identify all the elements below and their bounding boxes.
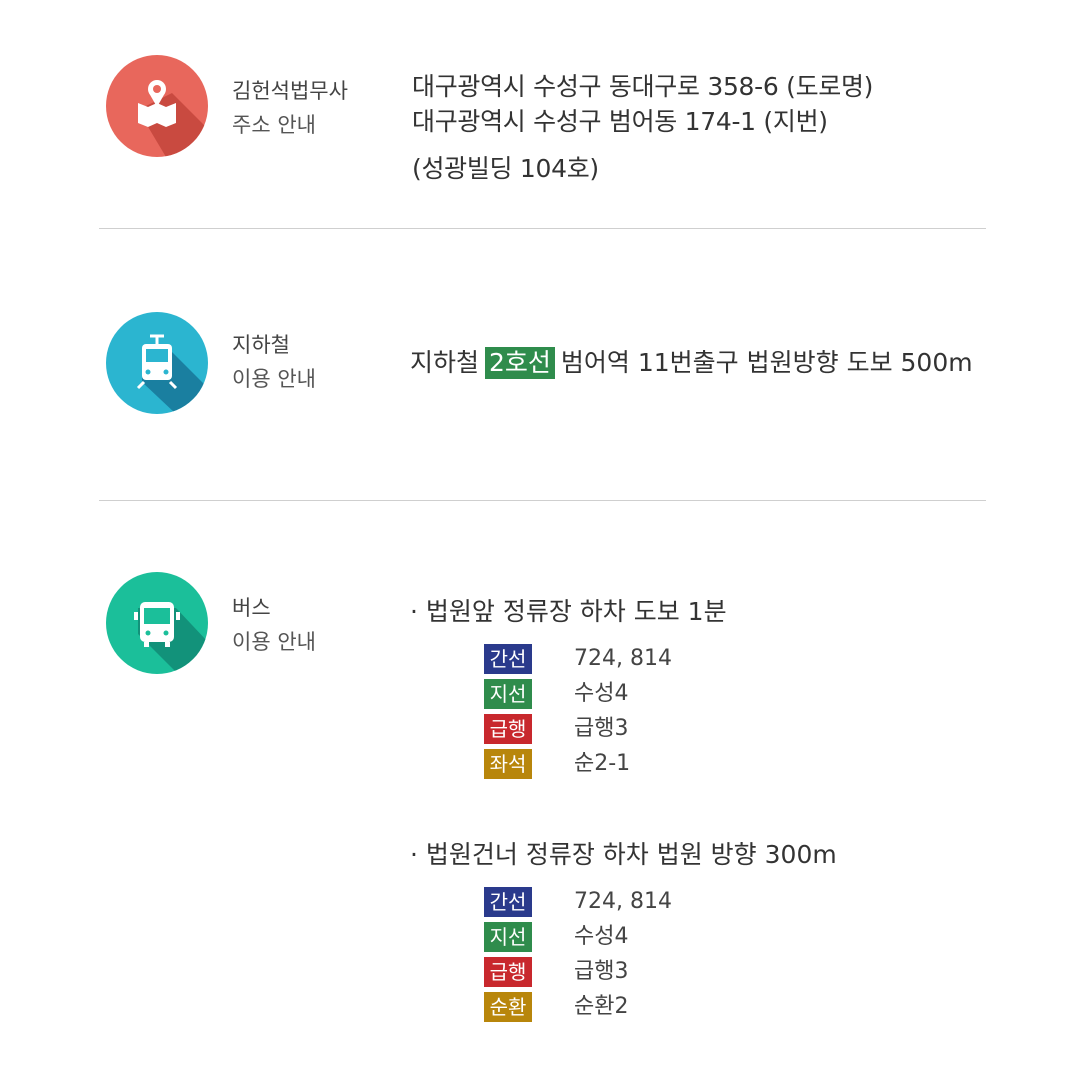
- map-pin-icon: [138, 80, 208, 157]
- subway-label: 지하철 이용 안내: [232, 328, 316, 396]
- bus-stop-title: · 법원건너 정류장 하차 법원 방향 300m: [410, 840, 837, 869]
- bus-route-numbers: 순2-1: [574, 751, 631, 776]
- bus-type-badge: 순환: [484, 992, 532, 1022]
- subway-label-subtitle: 이용 안내: [232, 367, 316, 391]
- subway-directions: 지하철 2호선 범어역 11번출구 법원방향 도보 500m: [410, 345, 973, 381]
- bus-route-numbers: 수성4: [574, 924, 629, 949]
- address-label-title: 김헌석법무사: [232, 79, 348, 103]
- bus-route-numbers: 순환2: [574, 994, 629, 1019]
- tram-icon: [136, 334, 208, 414]
- bus-type-badge: 좌석: [484, 749, 532, 779]
- bus-label: 버스 이용 안내: [232, 591, 316, 659]
- bus-type-badge: 지선: [484, 679, 532, 709]
- bus-stop-title: · 법원앞 정류장 하차 도보 1분: [410, 597, 727, 626]
- bus-route-numbers: 급행3: [574, 959, 629, 984]
- subway-label-title: 지하철: [232, 333, 290, 357]
- bus-route-numbers: 급행3: [574, 716, 629, 741]
- bus-icon-circle: [106, 572, 208, 674]
- address-icon-circle: [106, 55, 208, 157]
- bus-icon: [134, 602, 208, 674]
- subway-line-badge: 2호선: [485, 347, 555, 379]
- bus-type-badge: 지선: [484, 922, 532, 952]
- subway-suffix: 범어역 11번출구 법원방향 도보 500m: [560, 348, 973, 377]
- bus-label-title: 버스: [232, 596, 271, 620]
- bus-type-badge: 간선: [484, 644, 532, 674]
- bus-type-badge: 급행: [484, 714, 532, 744]
- bus-route-numbers: 724, 814: [574, 646, 672, 671]
- bus-type-badge: 간선: [484, 887, 532, 917]
- address-building: (성광빌딩 104호): [412, 154, 599, 183]
- address-lot: 대구광역시 수성구 범어동 174-1 (지번): [412, 107, 828, 136]
- address-road: 대구광역시 수성구 동대구로 358-6 (도로명): [412, 72, 874, 101]
- bus-route-numbers: 724, 814: [574, 889, 672, 914]
- subway-icon-circle: [106, 312, 208, 414]
- divider: [99, 500, 986, 501]
- address-lines: 대구광역시 수성구 동대구로 358-6 (도로명) 대구광역시 수성구 범어동…: [412, 69, 873, 186]
- subway-prefix: 지하철: [410, 348, 480, 377]
- address-label-subtitle: 주소 안내: [232, 113, 316, 137]
- bus-label-subtitle: 이용 안내: [232, 630, 316, 654]
- divider: [99, 228, 986, 229]
- address-label: 김헌석법무사 주소 안내: [232, 74, 348, 142]
- bus-route-numbers: 수성4: [574, 681, 629, 706]
- bus-type-badge: 급행: [484, 957, 532, 987]
